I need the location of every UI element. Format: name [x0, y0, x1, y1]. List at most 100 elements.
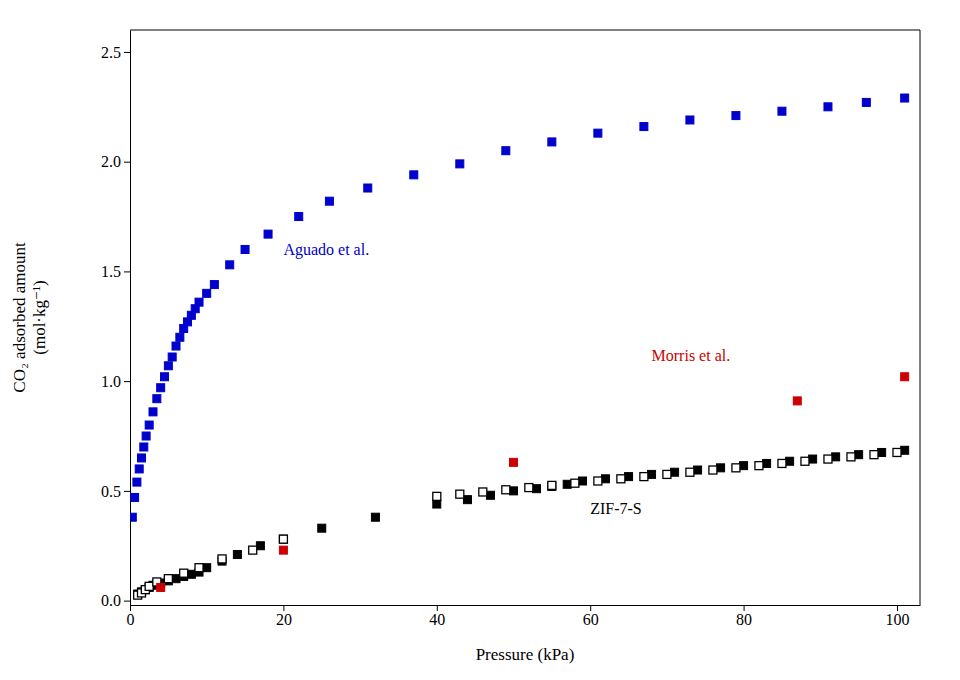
point: [862, 98, 870, 106]
point: [157, 583, 165, 591]
point: [318, 524, 326, 532]
point: [364, 184, 372, 192]
point: [778, 107, 786, 115]
point: [180, 569, 188, 577]
annotation: Aguado et al.: [283, 241, 369, 259]
point: [786, 457, 794, 465]
tick-label: 0.5: [101, 482, 121, 499]
point: [210, 281, 218, 289]
point: [486, 491, 494, 499]
point: [740, 462, 748, 470]
tick-label: 2.5: [101, 44, 121, 61]
point: [456, 160, 464, 168]
y-axis-title-line: CO₂ adsorbed amount: [10, 242, 29, 393]
tick: 0: [127, 605, 135, 628]
point: [157, 384, 165, 392]
point: [832, 453, 840, 461]
tick-label: 1.0: [101, 373, 121, 390]
point: [131, 493, 139, 501]
tick-label: 20: [276, 611, 292, 628]
point: [502, 147, 510, 155]
point: [463, 496, 471, 504]
point: [525, 484, 533, 492]
point: [617, 475, 625, 483]
point: [130, 513, 136, 521]
point: [279, 535, 287, 543]
tick: 100: [885, 605, 909, 628]
point: [824, 455, 832, 463]
tick-mark: [897, 605, 898, 611]
tick-mark: [590, 605, 591, 611]
tick-mark: [124, 601, 130, 602]
tick-mark: [124, 271, 130, 272]
tick: 20: [276, 605, 292, 628]
tick-label: 0.0: [101, 592, 121, 609]
tick-label: 40: [429, 611, 445, 628]
point: [195, 298, 203, 306]
point: [602, 475, 610, 483]
tick-mark: [124, 381, 130, 382]
point: [241, 245, 249, 253]
y-axis-title-line: (mol·kg⁻¹): [30, 280, 49, 355]
point: [142, 432, 150, 440]
point: [218, 555, 226, 563]
x-axis-title: Pressure (kPa): [476, 645, 575, 664]
point: [793, 397, 801, 405]
point: [648, 470, 656, 478]
point: [172, 575, 180, 583]
point: [809, 455, 817, 463]
plot-area: 0204060801000.00.51.01.52.02.5ZIF-7-SMor…: [10, 30, 921, 664]
point: [153, 395, 161, 403]
point: [855, 451, 863, 459]
point: [801, 457, 809, 465]
y-axis: 0.00.51.01.52.02.5: [101, 31, 131, 610]
y-axis-title: CO₂ adsorbed amount(mol·kg⁻¹): [10, 242, 49, 393]
point: [893, 448, 901, 456]
point: [686, 116, 694, 124]
series: [130, 94, 909, 521]
point: [145, 421, 153, 429]
tick-label: 0: [127, 611, 135, 628]
annotations: ZIF-7-S Morris et al. Aguado et al.: [283, 241, 730, 517]
point: [502, 486, 510, 494]
chart: 0204060801000.00.51.01.52.02.5ZIF-7-SMor…: [0, 0, 960, 680]
annotation: ZIF-7-S: [590, 500, 642, 517]
tick: 0.5: [101, 482, 130, 499]
marks: [130, 94, 909, 599]
point: [233, 551, 241, 559]
point: [901, 373, 909, 381]
tick: 40: [429, 605, 445, 628]
point: [778, 459, 786, 467]
tick-mark: [124, 491, 130, 492]
tick-mark: [124, 52, 130, 53]
point: [325, 197, 333, 205]
point: [433, 492, 441, 500]
point: [571, 479, 579, 487]
annotation: Morris et al.: [652, 347, 731, 364]
point: [671, 468, 679, 476]
tick: 0.0: [101, 592, 130, 609]
point: [533, 485, 541, 493]
point: [847, 453, 855, 461]
point: [548, 138, 556, 146]
point: [509, 487, 517, 495]
point: [694, 466, 702, 474]
tick-mark: [744, 605, 745, 611]
frame-line: [920, 30, 921, 605]
point: [135, 465, 143, 473]
point: [732, 112, 740, 120]
point: [755, 462, 763, 470]
tick: 80: [736, 605, 752, 628]
point: [176, 333, 184, 341]
point: [133, 478, 141, 486]
point: [161, 373, 169, 381]
point: [279, 546, 287, 554]
tick: 2.0: [101, 153, 130, 170]
point: [824, 103, 832, 111]
point: [203, 289, 211, 297]
axis-line: [131, 605, 921, 606]
point: [594, 477, 602, 485]
tick-mark: [124, 162, 130, 163]
tick-mark: [283, 605, 284, 611]
point: [226, 261, 234, 269]
